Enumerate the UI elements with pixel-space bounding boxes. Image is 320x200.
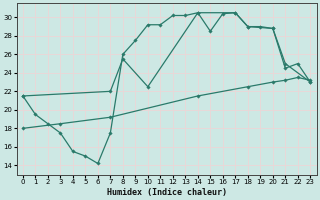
X-axis label: Humidex (Indice chaleur): Humidex (Indice chaleur) [107,188,227,197]
